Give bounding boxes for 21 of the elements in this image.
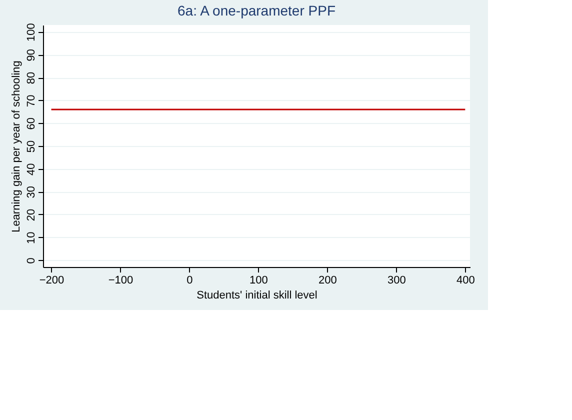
y-axis-title: Learning gain per year of schooling <box>10 60 22 232</box>
y-tick-label: 30 <box>26 186 38 198</box>
y-tick-label: 10 <box>26 232 38 244</box>
x-axis-title: Students' initial skill level <box>196 290 318 302</box>
y-tick-label: 50 <box>26 140 38 153</box>
x-tick-label: 200 <box>318 274 337 286</box>
y-tick-label: 90 <box>26 49 38 62</box>
x-tick-label: 100 <box>250 274 268 286</box>
y-tick-label: 60 <box>26 118 38 130</box>
chart-title: 6a: A one-parameter PPF <box>178 2 336 19</box>
x-tick-label: 0 <box>186 274 193 286</box>
x-tick-label: 400 <box>456 274 475 286</box>
y-tick-label: 100 <box>26 23 38 42</box>
x-tick-label: 300 <box>388 274 406 286</box>
x-tick-label: −100 <box>108 274 134 286</box>
y-tick-label: 20 <box>26 208 38 222</box>
y-tick-label: 40 <box>26 163 38 176</box>
x-tick-label: −200 <box>39 274 64 286</box>
y-tick-label: 80 <box>26 72 38 84</box>
y-tick-label: 70 <box>26 94 38 107</box>
y-tick-label: 0 <box>26 258 38 264</box>
